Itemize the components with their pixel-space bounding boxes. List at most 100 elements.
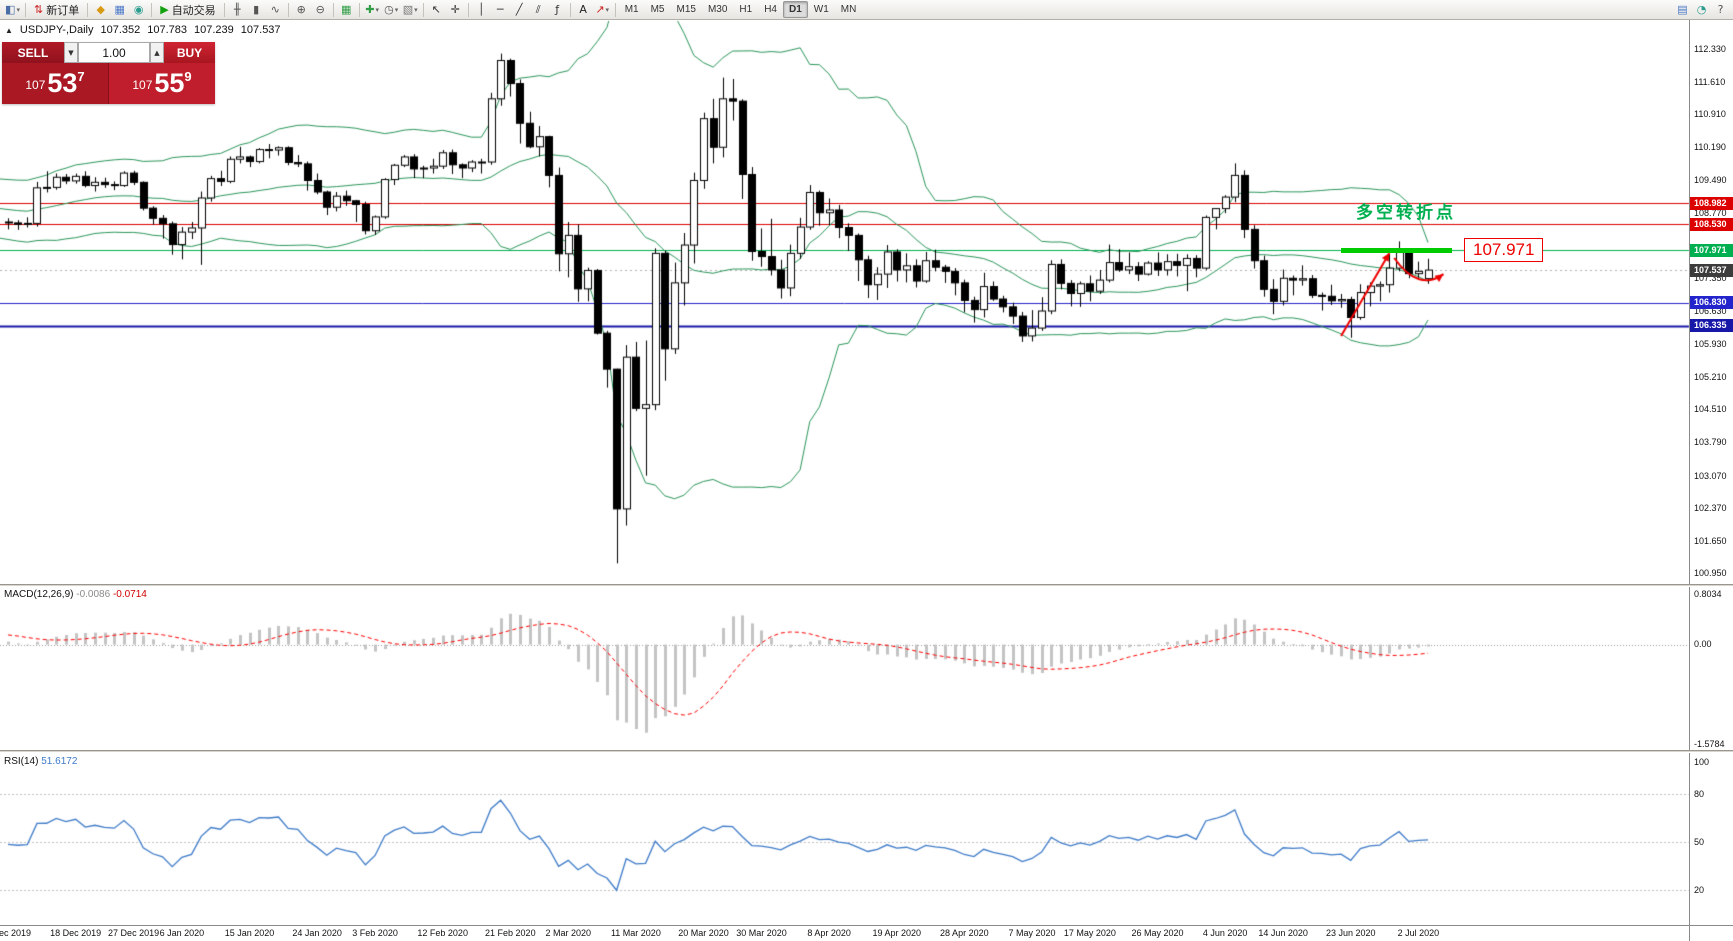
sell-button[interactable]: SELL [2,42,64,63]
toolbar-separator [467,2,469,17]
channel-icon: ⫽ [535,2,541,16]
text-label-icon: A [579,3,587,16]
rsi-value: 51.6172 [41,756,78,767]
autotrading-button-label: 自动交易 [171,4,216,17]
one-click-toggle-icon[interactable]: ▲ [5,25,13,35]
price-line-badge: 106.830 [1690,296,1733,310]
buy-button[interactable]: BUY [164,42,215,63]
buy-price-display[interactable]: 107 55 9 [109,63,215,104]
price-level-label[interactable]: 107.971 [1464,238,1544,262]
date-label: 21 Feb 2020 [485,928,536,938]
price-axis-label: 104.510 [1694,404,1727,415]
help-icon[interactable]: ? [1711,1,1730,18]
volume-increase-button[interactable]: ▲ [150,42,164,63]
timeframe-m5[interactable]: M5 [650,4,665,15]
ohlc-open: 107.352 [100,24,141,36]
channel-icon[interactable]: ⫽ [529,1,548,18]
timeframe-m30[interactable]: M30 [707,4,728,15]
date-label: 9 Dec 2019 [0,928,32,938]
crosshair-icon[interactable]: ✛ [446,1,465,18]
dropdown-arrow-icon[interactable]: ▾ [394,5,399,14]
market-watch-icon[interactable]: ◆ [91,1,110,18]
toolbar-separator [569,2,571,17]
toolbar-separator [25,2,26,17]
sell-price-display[interactable]: 107 53 7 [2,63,109,104]
macd-axis-label: -1.5784 [1694,738,1725,749]
zoom-in-icon[interactable]: ⊕ [292,1,311,18]
autotrading-button[interactable]: ▶ 自动交易 [155,1,220,18]
volume-input[interactable]: 1.00 [78,42,150,63]
price-axis-label: 109.490 [1694,174,1727,185]
data-window-icon: ▦ [114,3,125,16]
line-chart-icon[interactable]: ∿ [266,1,285,18]
trendline-icon[interactable]: ╱ [510,1,529,18]
buy-price-pip: 9 [184,69,192,84]
trendline-icon: ╱ [515,3,523,16]
strategy-tester-icon[interactable]: ◔ [1692,1,1711,18]
sell-price-main: 53 [47,68,78,98]
periods-icon[interactable]: ◷ ▾ [382,1,401,18]
rsi-axis-label: 80 [1694,788,1705,799]
price-axis-label: 110.910 [1694,109,1726,119]
autotrading-play-icon: ▶ [160,3,169,16]
timeframe-h1[interactable]: H1 [739,4,753,15]
date-label: 18 Dec 2019 [50,928,102,938]
dropdown-arrow-icon[interactable]: ▾ [375,5,380,14]
ohlc-low: 107.239 [194,24,234,36]
horizontal-line-icon[interactable]: ─ [491,1,510,18]
timeframe-m15[interactable]: M15 [676,4,696,15]
timeframe-h4[interactable]: H4 [764,4,777,15]
volume-decrease-button[interactable]: ▼ [64,42,78,63]
new-chart-icon: ◧ [5,3,16,16]
arrow-tools-icon[interactable]: ↗ ▾ [593,1,612,18]
date-label: 17 May 2020 [1063,928,1116,938]
zoom-out-icon[interactable]: ⊖ [311,1,330,18]
cursor-icon: ↖ [431,3,441,16]
pane-splitter-macd[interactable] [0,584,1733,587]
dropdown-arrow-icon[interactable]: ▾ [16,5,20,14]
cursor-icon[interactable]: ↖ [427,1,446,18]
timeframe-d1[interactable]: D1 [783,1,808,18]
sell-price-prefix: 107 [25,78,46,92]
price-axis-label: 103.790 [1694,437,1727,448]
price-axis-label: 108.770 [1694,207,1727,218]
support-highlight-segment[interactable] [1341,247,1453,253]
indicators-icon[interactable]: ✚ ▾ [363,1,382,18]
macd-signal-value: -0.0714 [112,589,147,600]
timeframe-mn[interactable]: MN [840,4,857,15]
fibonacci-icon[interactable]: ƒ [548,1,567,18]
dropdown-arrow-icon[interactable]: ▾ [414,5,418,14]
new-chart-icon[interactable]: ◧ ▾ [3,1,22,18]
help-icon: ? [1717,3,1724,16]
text-label-icon[interactable]: A [574,1,593,18]
price-scale[interactable]: 112.330 111.610 110.910 110.190 109.490 108.7… [1689,20,1733,941]
dropdown-arrow-icon[interactable]: ▾ [605,5,610,14]
candle-chart-icon[interactable]: ▮ [247,1,266,18]
templates-icon[interactable]: ▧ ▾ [401,1,420,18]
pane-splitter-rsi[interactable] [0,750,1733,753]
date-label: 19 Apr 2020 [872,928,921,938]
main-toolbar: ◧ ▾ ⇅ 新订单 ◆ ▦ ◉ ▶ 自动交易 ╫ ▮ ∿ ⊕ ⊖ ▦ ✚ ▾ ◷ ▾ ▧ ▾ ↖ ✛ │ ─ ╱ ⫽ ƒ A ↗ ▾ M1 M5… [0,0,1733,20]
timeframe-w1[interactable]: W1 [813,4,829,15]
price-line-badge: 107.537 [1690,263,1733,277]
price-line-badge: 108.530 [1690,217,1733,231]
macd-indicator-label: MACD(12,26,9) -0.0086 -0.0714 [4,589,147,600]
price-line-badge: 108.982 [1690,196,1733,210]
terminal-icon[interactable]: ▤ [1673,1,1692,18]
timeframe-m1[interactable]: M1 [624,4,639,15]
horizontal-line-icon: ─ [496,3,504,16]
data-window-icon[interactable]: ▦ [110,1,129,18]
navigator-icon[interactable]: ◉ [129,1,148,18]
vertical-line-icon[interactable]: │ [472,1,491,18]
date-label: 3 Feb 2020 [352,928,398,938]
date-label: 2 Mar 2020 [545,928,592,938]
bar-chart-icon[interactable]: ╫ [228,1,247,18]
tile-windows-icon[interactable]: ▦ [337,1,356,18]
buy-price-prefix: 107 [132,78,153,92]
new-order-button[interactable]: ⇅ 新订单 [29,1,84,18]
turning-point-annotation[interactable]: 多空转折点 [1356,203,1456,222]
templates-icon: ▧ [402,3,414,16]
